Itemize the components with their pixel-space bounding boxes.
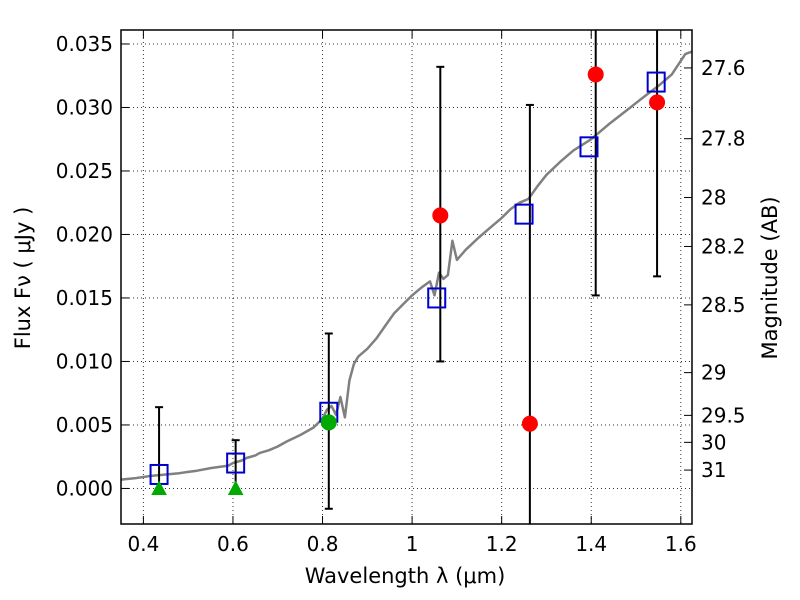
y-tick-label: 0.000: [56, 476, 113, 500]
y-axis-label: Flux Fν ( μJy ): [11, 207, 35, 350]
model-photometry-square: [579, 136, 599, 158]
mag-tick-label: 31: [701, 458, 726, 482]
tick-layer: [121, 30, 692, 524]
observed-flux-point: [649, 94, 666, 111]
tick-label-layer: 0.4 0.6 0.8 1 1.2 1.4 1.6 0.000 0.005 0.010 0.015 0…: [56, 32, 746, 556]
y-tick-label: 0.020: [56, 222, 113, 246]
upper-limit-triangle: [151, 480, 167, 495]
observed-flux-point: [432, 207, 449, 224]
y2-axis-label: Magnitude (AB): [758, 196, 782, 359]
y-tick-label: 0.015: [56, 286, 113, 310]
model-photometry-square: [226, 452, 246, 474]
model-photometry-square: [646, 71, 666, 93]
y-tick-label: 0.005: [56, 413, 113, 437]
observed-flux-point: [521, 415, 538, 432]
mag-tick-label: 27.8: [701, 127, 746, 151]
mag-tick-label: 29.5: [701, 403, 746, 427]
y-tick-label: 0.035: [56, 32, 113, 56]
mag-tick-label: 28.5: [701, 293, 746, 317]
x-tick-label: 0.4: [127, 532, 159, 556]
observed-flux-point: [320, 414, 337, 431]
upper-limit-triangle: [227, 480, 244, 495]
mag-tick-label: 30: [701, 430, 726, 454]
model-photometry-square: [427, 287, 447, 309]
x-tick-label: 1.2: [486, 532, 518, 556]
mag-tick-label: 29: [701, 361, 726, 385]
model-sed-line: [121, 50, 692, 481]
x-tick-label: 0.8: [307, 532, 339, 556]
x-tick-label: 0.6: [217, 532, 249, 556]
model-sed-layer: [121, 50, 692, 481]
y-tick-label: 0.010: [56, 349, 113, 373]
errorbar-layer: [155, 30, 662, 524]
marker-layer: [149, 66, 666, 495]
y-tick-label: 0.025: [56, 159, 113, 183]
x-tick-label: 1.4: [575, 532, 607, 556]
mag-tick-label: 27.6: [701, 56, 746, 80]
x-axis-label: Wavelength λ (μm): [305, 564, 506, 588]
mag-tick-label: 28.2: [701, 234, 746, 258]
mag-tick-label: 28: [701, 186, 726, 210]
x-tick-label: 1: [406, 532, 419, 556]
x-tick-label: 1.6: [665, 532, 697, 556]
grid: [121, 30, 692, 524]
plot-frame: [120, 29, 693, 525]
y-tick-label: 0.030: [56, 95, 113, 119]
observed-flux-point: [587, 66, 604, 83]
model-photometry-square: [514, 203, 534, 225]
